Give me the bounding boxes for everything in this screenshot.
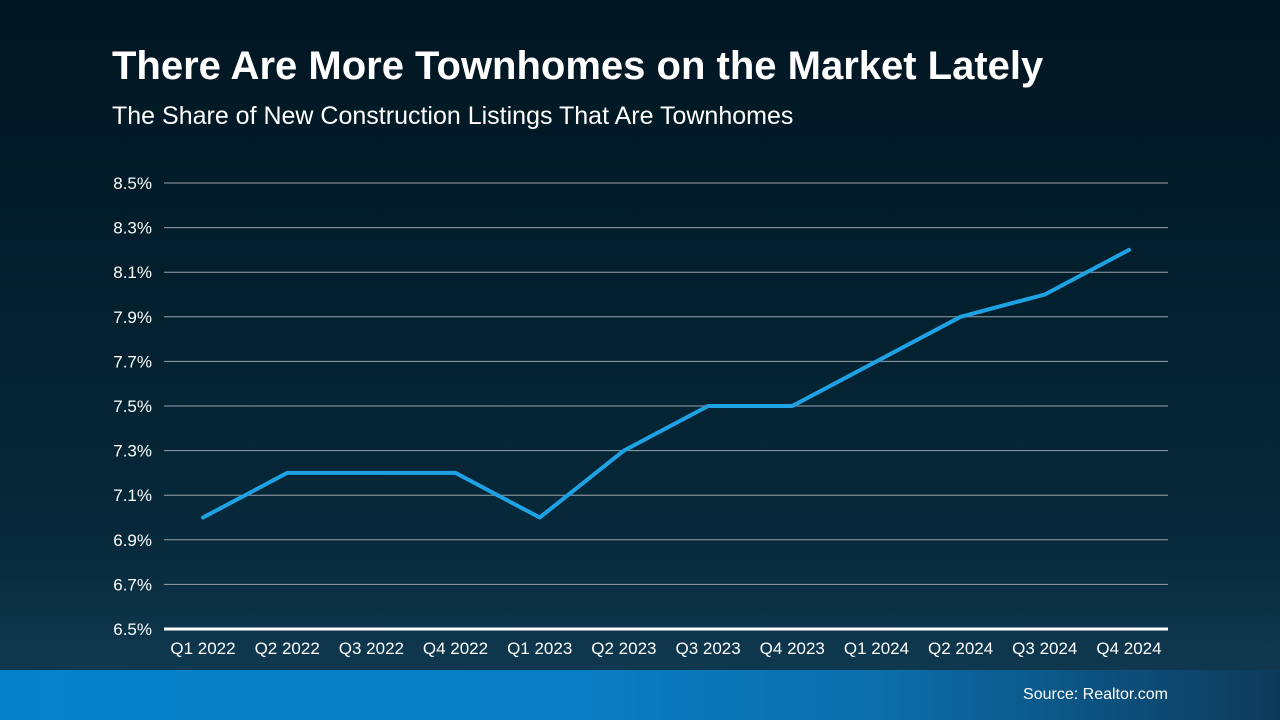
y-tick-label: 8.1% bbox=[113, 263, 152, 282]
y-tick-label: 7.9% bbox=[113, 308, 152, 327]
chart-subtitle: The Share of New Construction Listings T… bbox=[112, 102, 794, 130]
x-tick-label: Q1 2022 bbox=[170, 639, 235, 658]
y-tick-label: 7.1% bbox=[113, 486, 152, 505]
townhome-share-line bbox=[201, 247, 1131, 520]
y-tick-label: 6.7% bbox=[113, 575, 152, 594]
x-tick-label: Q4 2022 bbox=[423, 639, 488, 658]
footer-bar: Source: Realtor.com bbox=[0, 670, 1280, 720]
x-tick-label: Q3 2024 bbox=[1012, 639, 1077, 658]
y-tick-label: 7.7% bbox=[113, 352, 152, 371]
y-tick-label: 7.3% bbox=[113, 442, 152, 461]
y-tick-label: 8.5% bbox=[113, 174, 152, 193]
x-tick-label: Q4 2023 bbox=[760, 639, 825, 658]
x-tick-label: Q1 2023 bbox=[507, 639, 572, 658]
y-tick-label: 6.5% bbox=[113, 620, 152, 639]
y-tick-label: 6.9% bbox=[113, 531, 152, 550]
x-tick-label: Q3 2023 bbox=[675, 639, 740, 658]
x-tick-label: Q2 2023 bbox=[591, 639, 656, 658]
chart-title: There Are More Townhomes on the Market L… bbox=[112, 44, 1044, 88]
x-tick-label: Q4 2024 bbox=[1096, 639, 1161, 658]
x-tick-label: Q2 2022 bbox=[255, 639, 320, 658]
source-text: Source: Realtor.com bbox=[1023, 686, 1168, 703]
x-tick-label: Q1 2024 bbox=[844, 639, 909, 658]
y-tick-label: 7.5% bbox=[113, 397, 152, 416]
x-tick-label: Q3 2022 bbox=[339, 639, 404, 658]
x-tick-label: Q2 2024 bbox=[928, 639, 993, 658]
y-tick-label: 8.3% bbox=[113, 219, 152, 238]
